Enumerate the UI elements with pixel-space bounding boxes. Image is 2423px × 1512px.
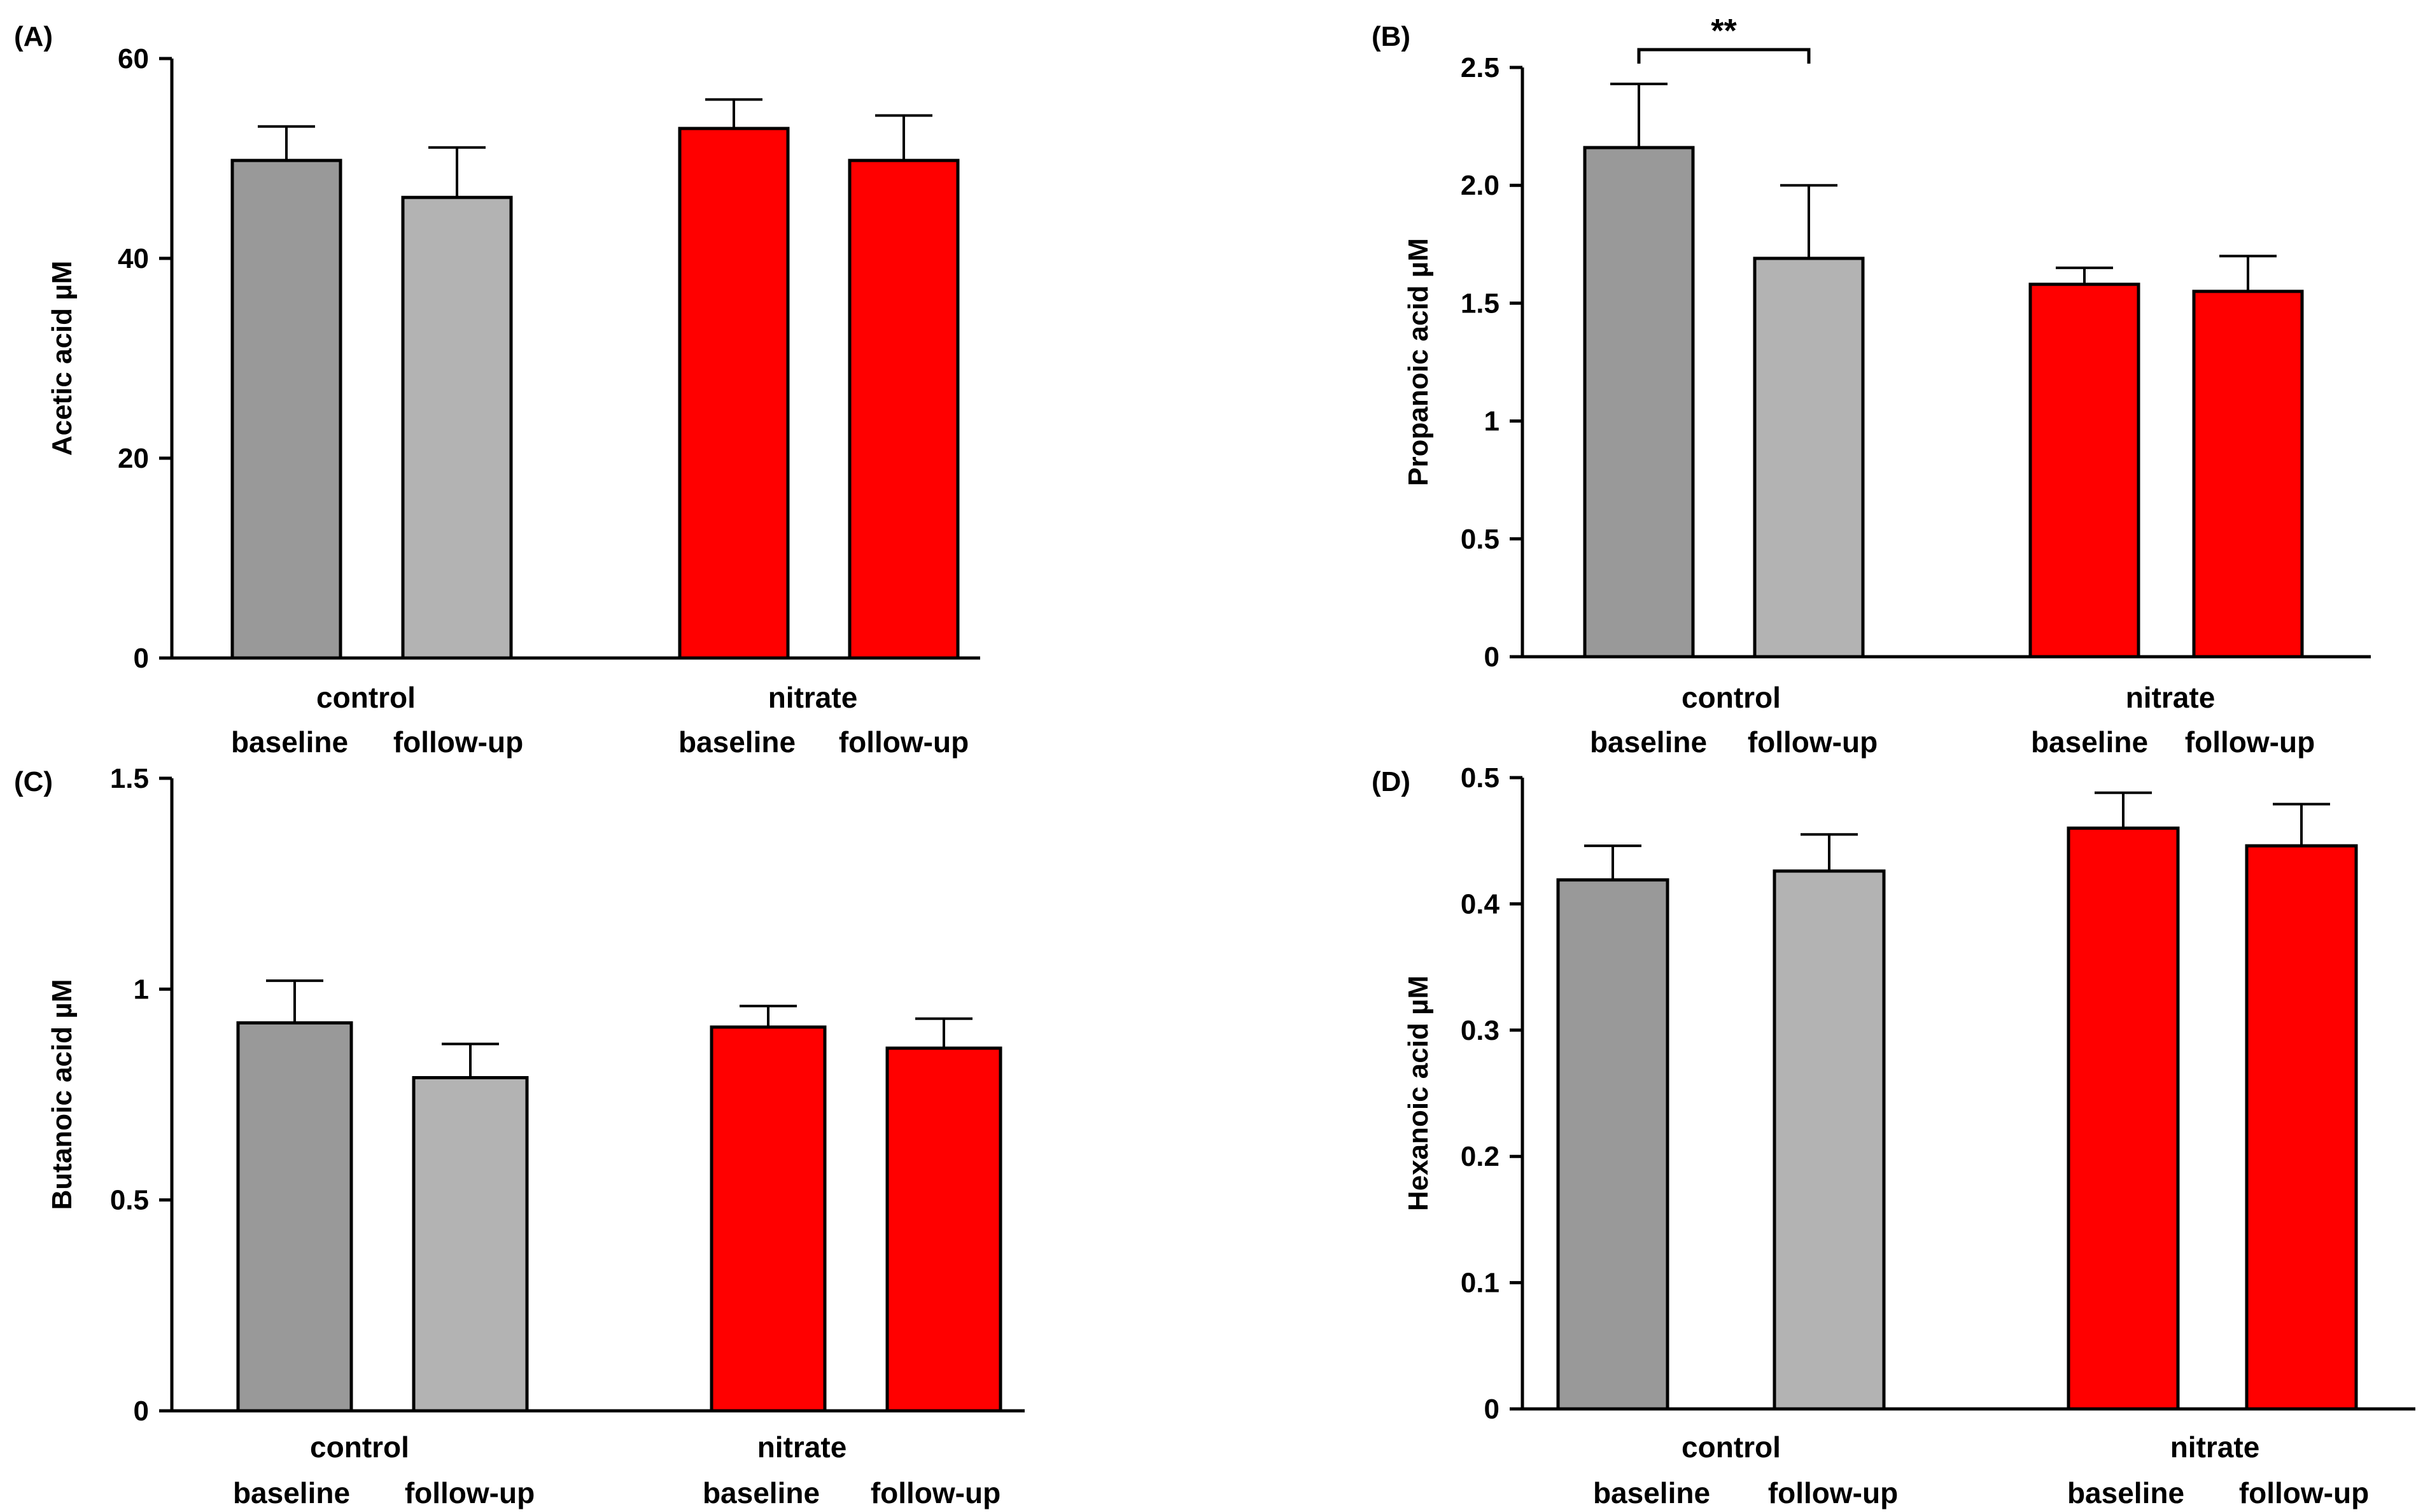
panel-c-y-axis-label: Butanoic acid µM xyxy=(46,979,78,1210)
panel-d-y-tick-label: 0.2 xyxy=(1461,1141,1499,1172)
panel-b-chart: (B) 0 0.5 1 1.5 2.0 2.5 Propanoic acid µM ** cont… xyxy=(1372,13,2371,759)
panel-a-y-axis-label: Acetic acid µM xyxy=(46,261,78,456)
panel-b-y-tick-label: 1 xyxy=(1484,406,1499,437)
panel-b-y-tick-label: 0 xyxy=(1484,641,1499,673)
panel-c-condition-label: baseline xyxy=(233,1476,350,1509)
panel-b-condition-label: follow-up xyxy=(2185,725,2315,759)
panel-b-group-label: control xyxy=(1682,681,1781,714)
panel-a-bar xyxy=(678,127,790,660)
panel-a-y-tick-label: 20 xyxy=(118,443,149,474)
panel-a-chart: (A) 0 20 40 60 Acetic acid µM control nitrate ba… xyxy=(14,21,980,759)
panel-d-y-tick-label: 0.4 xyxy=(1461,888,1500,920)
panel-c-bar xyxy=(710,1025,827,1413)
panel-a-y-tick-label: 60 xyxy=(118,43,149,74)
panel-d-group-label: control xyxy=(1682,1431,1781,1464)
panel-c-y-tick-label: 0.5 xyxy=(110,1185,149,1216)
panel-d-group-label: nitrate xyxy=(2170,1431,2260,1464)
panel-d-condition-label: baseline xyxy=(2067,1476,2184,1509)
panel-b-condition-label: baseline xyxy=(1590,725,1707,759)
panel-a-y-tick-label: 0 xyxy=(134,643,149,674)
panel-d-condition-label: follow-up xyxy=(2239,1476,2369,1509)
panel-b-significance-label: ** xyxy=(1711,13,1737,50)
panel-d-y-tick-label: 0.5 xyxy=(1461,762,1499,794)
panel-b-bar xyxy=(2192,290,2304,659)
panel-d-bar xyxy=(1556,878,1669,1411)
panel-d-chart: (D) 0 0.1 0.2 0.3 0.4 0.5 Hexanoic acid µM contr… xyxy=(1372,762,2415,1509)
panel-c-condition-label: follow-up xyxy=(405,1476,535,1509)
panel-d-bar xyxy=(1773,869,1886,1411)
panel-c-bar xyxy=(236,1021,353,1413)
panel-a-bar xyxy=(230,158,342,660)
panel-c-group-label: nitrate xyxy=(757,1431,847,1464)
panel-c-condition-label: baseline xyxy=(703,1476,820,1509)
panel-b-bar xyxy=(1753,256,1865,659)
panel-c-chart: (C) 0 0.5 1 1.5 Butanoic acid µM control nitrat… xyxy=(14,763,1025,1509)
panel-b-label: (B) xyxy=(1372,21,1410,52)
panel-b-y-tick-label: 1.5 xyxy=(1461,288,1499,319)
panel-d-y-axis-label: Hexanoic acid µM xyxy=(1403,976,1434,1211)
panel-b-group-label: nitrate xyxy=(2126,681,2216,714)
panel-d-bar xyxy=(2245,844,2358,1411)
panel-c-y-tick-label: 0 xyxy=(134,1396,149,1427)
panel-a-condition-label: baseline xyxy=(231,725,348,759)
panel-d-y-tick-label: 0.1 xyxy=(1461,1268,1499,1299)
panel-a-label: (A) xyxy=(14,21,53,52)
panel-a-condition-label: baseline xyxy=(678,725,796,759)
panel-b-y-tick-label: 2.5 xyxy=(1461,52,1499,83)
panel-a-condition-label: follow-up xyxy=(839,725,969,759)
panel-a-group-label: control xyxy=(316,681,416,714)
panel-a-group-label: nitrate xyxy=(768,681,858,714)
panel-b-y-tick-label: 0.5 xyxy=(1461,524,1499,555)
panel-b-y-tick-label: 2.0 xyxy=(1461,170,1499,201)
panel-c-condition-label: follow-up xyxy=(871,1476,1001,1509)
panel-c-y-tick-label: 1.5 xyxy=(110,763,149,794)
panel-c-y-tick-label: 1 xyxy=(134,974,149,1005)
panel-d-y-tick-label: 0.3 xyxy=(1461,1015,1499,1046)
panel-b-bar xyxy=(2028,283,2140,659)
panel-c-group-label: control xyxy=(310,1431,409,1464)
panel-d-condition-label: baseline xyxy=(1593,1476,1710,1509)
panel-a-y-tick-label: 40 xyxy=(118,243,149,274)
panel-c-bar xyxy=(885,1046,1002,1413)
panel-d-label: (D) xyxy=(1372,766,1410,797)
panel-d-condition-label: follow-up xyxy=(1768,1476,1898,1509)
panel-b-y-axis-label: Propanoic acid µM xyxy=(1403,238,1434,486)
panel-c-bar xyxy=(412,1075,529,1413)
panel-a-bar xyxy=(848,158,960,660)
panel-a-condition-label: follow-up xyxy=(393,725,523,759)
panel-b-condition-label: baseline xyxy=(2031,725,2148,759)
panel-b-bar xyxy=(1583,146,1695,659)
panel-c-label: (C) xyxy=(14,766,53,797)
panel-a-bar xyxy=(401,195,513,660)
panel-b-condition-label: follow-up xyxy=(1748,725,1878,759)
panel-b-significance-bracket xyxy=(1637,48,1811,64)
panel-d-y-tick-label: 0 xyxy=(1484,1394,1499,1425)
panel-d-bar xyxy=(2067,826,2180,1411)
